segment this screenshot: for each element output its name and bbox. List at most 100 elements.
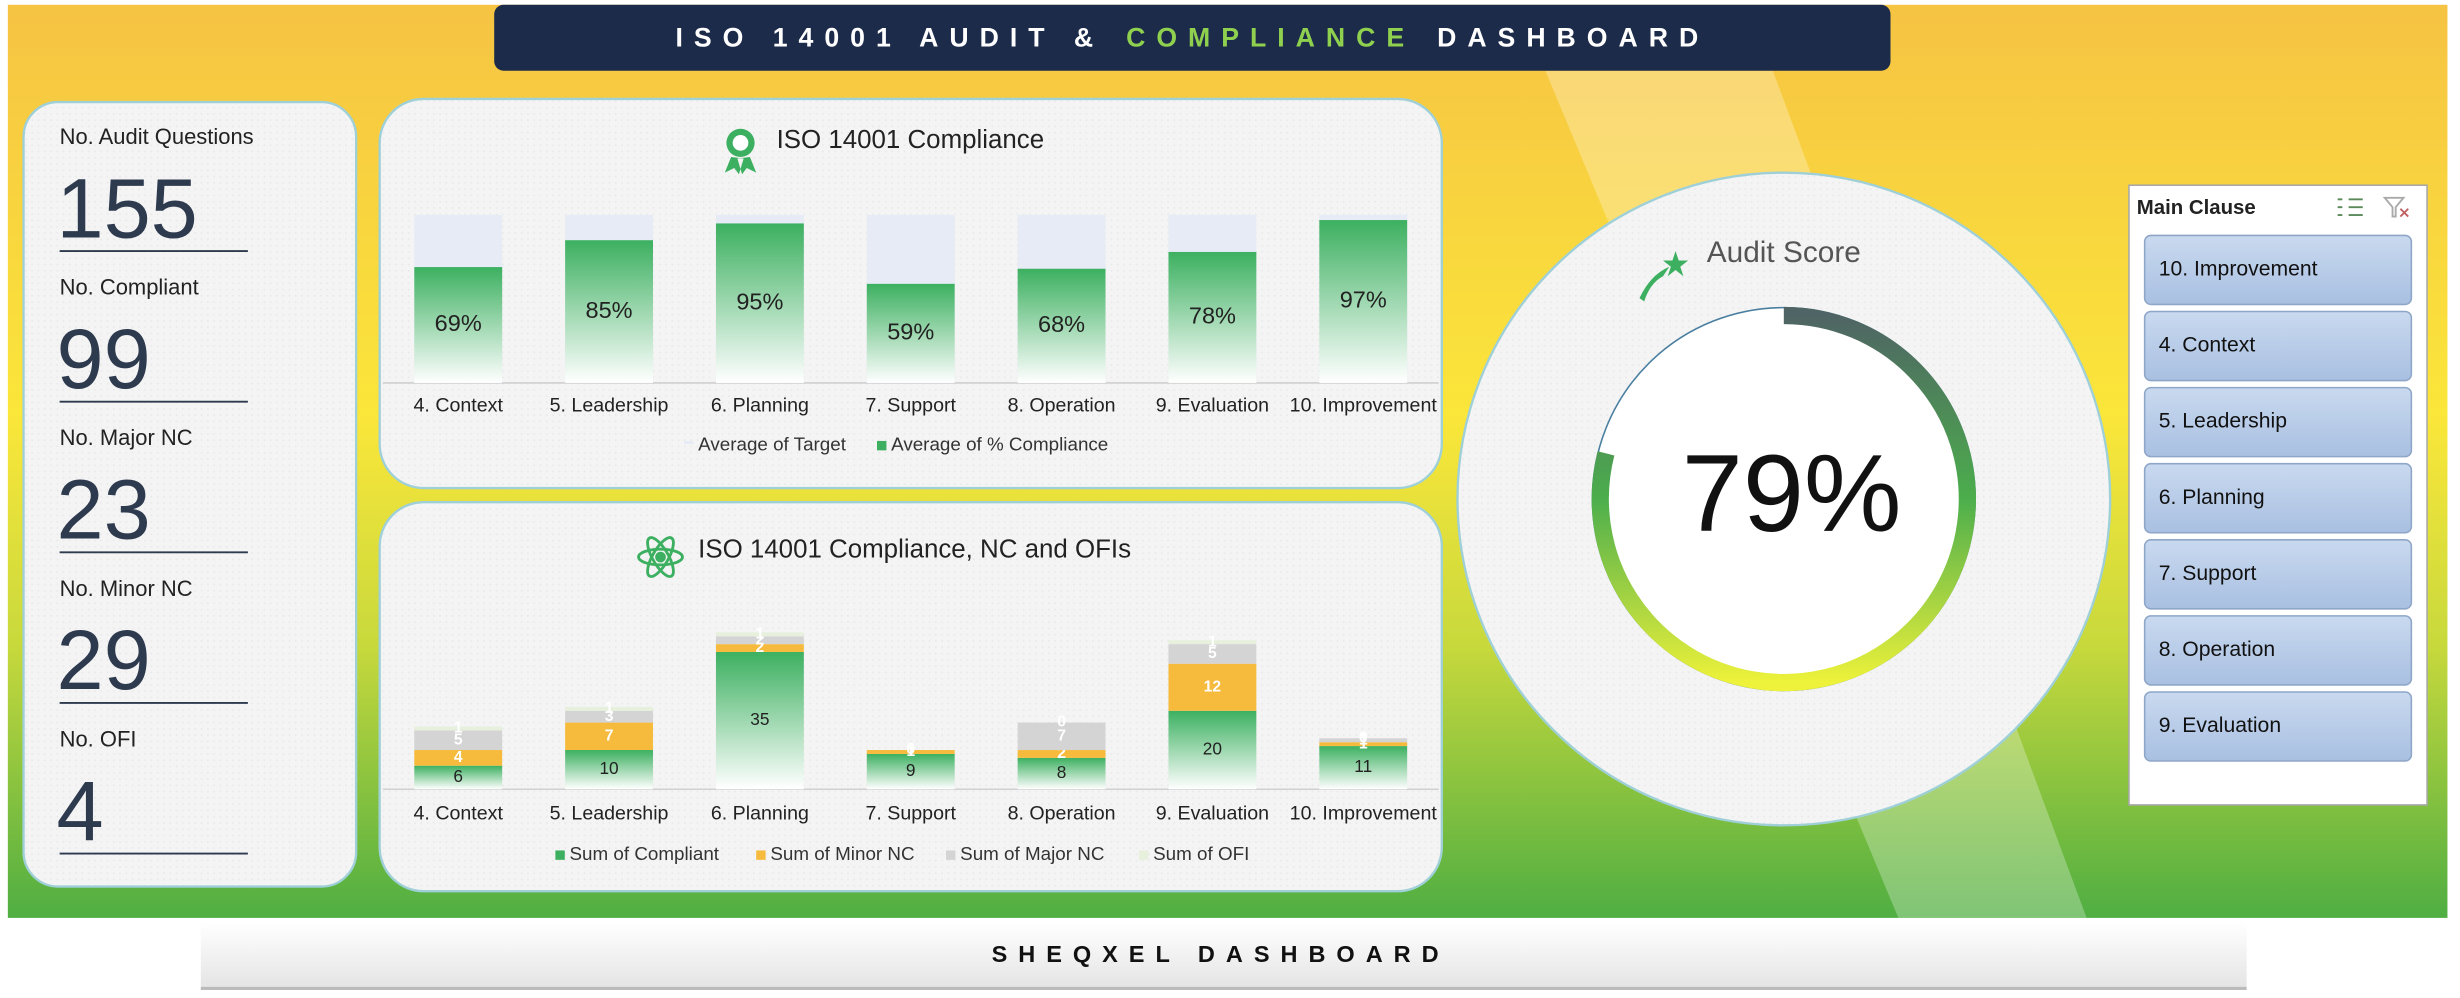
gauge-arc xyxy=(1591,306,1976,692)
gauge-title: Audit Score xyxy=(1707,236,1861,269)
bar-segment xyxy=(1168,710,1257,790)
x-tick-label: 7. Support xyxy=(865,395,956,417)
x-tick-label: 6. Planning xyxy=(711,803,809,825)
x-tick-label: 8. Operation xyxy=(1008,395,1116,417)
atom-icon xyxy=(637,536,684,578)
bar-segment xyxy=(414,765,503,790)
data-label: 97% xyxy=(1340,287,1387,313)
bar-segment xyxy=(1319,746,1408,790)
data-label: 0 xyxy=(1057,714,1066,731)
kpi-panel xyxy=(22,100,358,888)
kpi-label: No. Compliant xyxy=(60,275,199,300)
bar xyxy=(866,283,955,383)
bar-segment xyxy=(565,706,653,711)
slicer-item-label: 5. Leadership xyxy=(2159,410,2287,433)
legend-swatch xyxy=(684,440,694,445)
chart-title: ISO 14001 Compliance xyxy=(777,126,1045,154)
bar-segment xyxy=(715,651,804,790)
data-label: 85% xyxy=(586,297,633,323)
bar-segment xyxy=(715,644,804,652)
multi-select-icon[interactable] xyxy=(2337,198,2363,216)
bar xyxy=(414,267,503,383)
bar-segment xyxy=(1017,722,1106,751)
chart-panel xyxy=(378,500,1443,893)
footer-title: SHEQXEL DASHBOARD xyxy=(992,941,1450,967)
bar-segment xyxy=(565,750,653,790)
bar-segment xyxy=(414,726,503,731)
slicer-item[interactable] xyxy=(2143,691,2413,762)
data-label: 1 xyxy=(1359,731,1368,748)
kpi-label: No. Audit Questions xyxy=(60,124,254,149)
legend-label: Sum of Compliant xyxy=(570,843,720,864)
chart-title: ISO 14001 Compliance, NC and OFIs xyxy=(698,536,1131,564)
data-label: 0 xyxy=(906,741,915,758)
legend-label: Sum of Minor NC xyxy=(770,843,914,864)
data-label: 1 xyxy=(756,625,765,642)
data-label: 68% xyxy=(1038,311,1085,337)
data-label: 9 xyxy=(906,760,916,780)
data-label: 7 xyxy=(1057,727,1066,744)
data-label: 2 xyxy=(756,631,765,648)
footer-bar xyxy=(200,922,2247,989)
kpi-value: 23 xyxy=(56,462,150,557)
legend-label: Average of Target xyxy=(698,434,847,455)
x-tick-label: 4. Context xyxy=(414,803,504,825)
x-tick-label: 9. Evaluation xyxy=(1156,395,1269,417)
data-label: 59% xyxy=(887,319,934,345)
slicer-item-label: 10. Improvement xyxy=(2159,258,2318,281)
bar-segment xyxy=(1168,644,1257,664)
slicer-item[interactable] xyxy=(2143,615,2413,686)
slicer-item-label: 6. Planning xyxy=(2159,486,2265,509)
data-label: 8 xyxy=(1057,762,1067,782)
bar-segment xyxy=(565,722,653,751)
data-label: 95% xyxy=(736,288,783,314)
data-label: 78% xyxy=(1189,303,1236,329)
header-bar xyxy=(494,4,1891,71)
bar-segment xyxy=(715,636,804,645)
slicer-item[interactable] xyxy=(2143,539,2413,610)
x-tick-label: 9. Evaluation xyxy=(1156,803,1269,825)
data-label: 69% xyxy=(435,310,482,336)
slicer-item[interactable] xyxy=(2143,234,2413,306)
kpi-value: 4 xyxy=(56,763,103,858)
kpi-label: No. Minor NC xyxy=(60,576,193,601)
data-label: 20 xyxy=(1203,739,1222,759)
legend-swatch xyxy=(946,850,956,860)
legend-swatch xyxy=(1139,850,1149,860)
legend-label: Sum of OFI xyxy=(1153,843,1249,864)
bar-segment xyxy=(1168,663,1257,711)
bar-segment xyxy=(414,730,503,751)
x-tick-label: 8. Operation xyxy=(1008,803,1116,825)
data-label: 7 xyxy=(605,727,614,744)
data-label: 2 xyxy=(1057,745,1066,762)
bar-segment xyxy=(1319,742,1408,747)
bar-segment xyxy=(1017,750,1106,758)
slicer-item[interactable] xyxy=(2143,462,2413,534)
header-part: COMPLIANCE xyxy=(1126,22,1415,52)
slicer-item[interactable] xyxy=(2143,386,2413,458)
award-icon xyxy=(724,128,757,175)
header-part: ISO 14001 AUDIT & xyxy=(675,22,1104,52)
bar-segment xyxy=(715,632,804,637)
bar xyxy=(715,223,804,383)
data-label: 1 xyxy=(1359,735,1368,752)
legend-label: Sum of Major NC xyxy=(960,843,1104,864)
kpi-value: 99 xyxy=(56,311,150,406)
shooting-star-icon xyxy=(1639,251,1689,302)
slicer-item[interactable] xyxy=(2143,310,2413,382)
header-title: ISO 14001 AUDIT & COMPLIANCE DASHBOARD xyxy=(675,22,1709,52)
data-label: 6 xyxy=(453,766,463,786)
bar-segment xyxy=(414,750,503,766)
data-label: 5 xyxy=(454,731,463,748)
data-label: 1 xyxy=(906,743,915,760)
slicer-title: Main Clause xyxy=(2137,197,2256,219)
bar xyxy=(1319,220,1408,383)
bar xyxy=(565,240,653,383)
data-label: 0 xyxy=(1359,729,1368,746)
data-label: 35 xyxy=(750,709,769,729)
bar-segment xyxy=(866,750,955,754)
clear-filter-icon[interactable] xyxy=(2382,196,2409,218)
slicer-item-label: 4. Context xyxy=(2159,334,2256,357)
data-label: 1 xyxy=(1208,633,1217,650)
x-tick-label: 4. Context xyxy=(414,395,504,417)
